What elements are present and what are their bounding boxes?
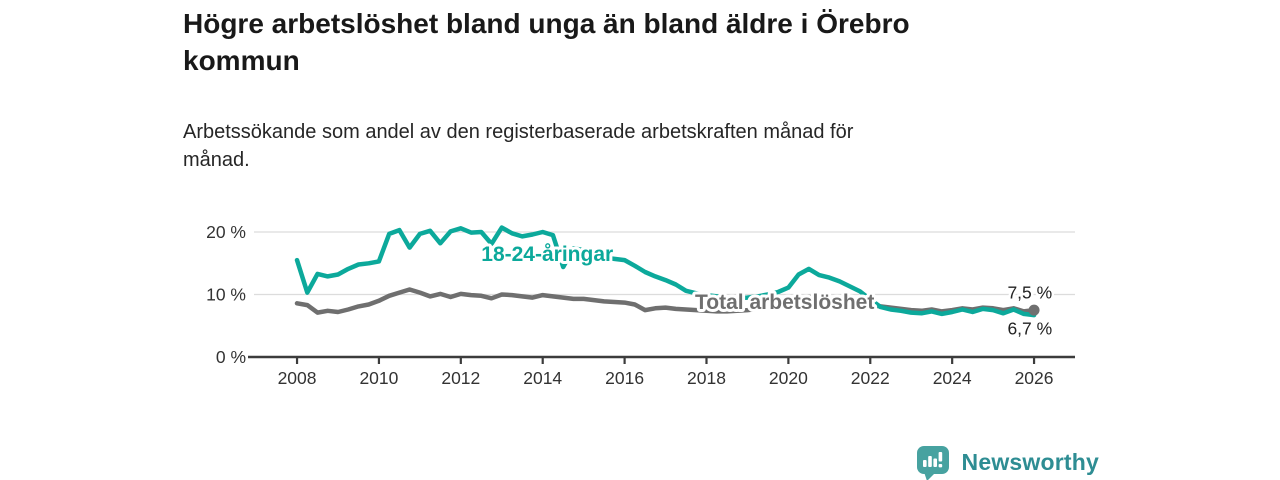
unemployment-line-chart: 0 % 10 % 20 % 2008 2010 2012 2014 2016 2018 2020 2… bbox=[206, 222, 1075, 388]
newsworthy-logo: Newsworthy bbox=[914, 443, 1099, 480]
chart-subtitle: Arbetssökande som andel av den registerb… bbox=[183, 121, 854, 172]
x-tick-label: 2020 bbox=[769, 368, 808, 388]
x-tick-label: 2012 bbox=[441, 368, 480, 388]
series-label: 18-24-åringar bbox=[481, 243, 613, 266]
newsworthy-speech-bubble-icon bbox=[916, 446, 949, 480]
chart-title: Högre arbetslöshet bland unga än bland ä… bbox=[183, 8, 910, 76]
y-tick-label: 10 % bbox=[206, 285, 246, 305]
x-tick-label: 2026 bbox=[1015, 368, 1054, 388]
x-tick-label: 2022 bbox=[851, 368, 890, 388]
newsworthy-wordmark: Newsworthy bbox=[961, 448, 1099, 475]
series-line-young bbox=[294, 225, 1037, 318]
y-tick-label: 0 % bbox=[216, 347, 246, 367]
x-tick-label: 2008 bbox=[278, 368, 317, 388]
series-endpoint-dot bbox=[1028, 304, 1040, 316]
x-tick-label: 2014 bbox=[523, 368, 562, 388]
y-tick-label: 20 % bbox=[206, 222, 246, 242]
x-tick-label: 2018 bbox=[687, 368, 726, 388]
end-value-label: 6,7 % bbox=[1007, 318, 1052, 338]
end-value-label: 7,5 % bbox=[1007, 282, 1052, 302]
series-label: Total arbetslöshet bbox=[695, 291, 874, 314]
x-tick-label: 2016 bbox=[605, 368, 644, 388]
series-line-total bbox=[294, 287, 1037, 315]
x-tick-label: 2010 bbox=[359, 368, 398, 388]
x-tick-label: 2024 bbox=[933, 368, 972, 388]
